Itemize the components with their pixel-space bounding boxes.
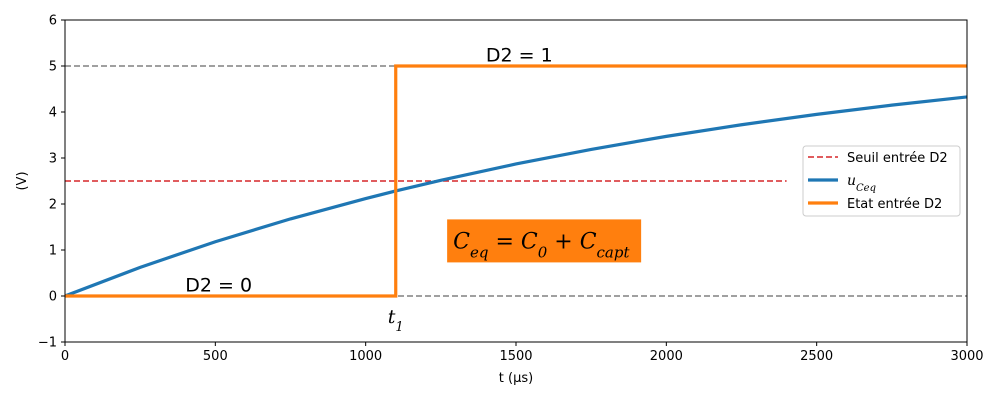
y-tick-label: 3 <box>49 152 57 167</box>
x-tick-label: 0 <box>61 349 69 364</box>
x-tick-label: 2000 <box>650 349 683 364</box>
series-line-2 <box>65 64 967 298</box>
legend-label-2: Etat entrée D2 <box>847 197 942 212</box>
axes: 0 500 1000 1500 2000 2500 3000 −1 0 1 2 3 4 5 6 <box>38 14 984 365</box>
legend-box <box>802 145 961 217</box>
y-tick-label: 0 <box>49 290 57 305</box>
y-tick-label: 4 <box>49 106 57 121</box>
y-tick-label: −1 <box>38 336 57 351</box>
y-tick-label: 5 <box>49 60 57 75</box>
legend-label-0: Seuil entrée D2 <box>847 151 948 166</box>
formula-text: Ceq = C0 + Ccapt <box>453 229 630 261</box>
legend-label-1: uCeq <box>847 173 876 194</box>
formula-box <box>447 219 642 263</box>
y-tick-label: 1 <box>49 244 57 259</box>
x-tick-label: 3000 <box>950 349 983 364</box>
series-line-1 <box>65 95 967 298</box>
y-tick-label: 2 <box>49 198 57 213</box>
plot-clip <box>65 64 967 298</box>
legend: Seuil entrée D2 uCeq Etat entrée D2 <box>802 145 961 217</box>
annotation-d2-zero: D2 = 0 <box>185 274 252 296</box>
x-tick-label: 1000 <box>349 349 382 364</box>
y-axis-label: (V) <box>15 171 30 190</box>
y-tick-label: 6 <box>49 14 57 29</box>
x-tick-label: 2500 <box>800 349 833 364</box>
x-tick-label: 1500 <box>499 349 532 364</box>
annotation-d2-one: D2 = 1 <box>486 44 553 66</box>
annotations: D2 = 0 D2 = 1 t1 Ceq = C0 + Ccapt <box>185 44 642 335</box>
annotation-t1: t1 <box>388 306 404 335</box>
plot-area <box>65 64 967 298</box>
x-tick-label: 500 <box>203 349 228 364</box>
x-axis-label: t (µs) <box>499 371 533 386</box>
